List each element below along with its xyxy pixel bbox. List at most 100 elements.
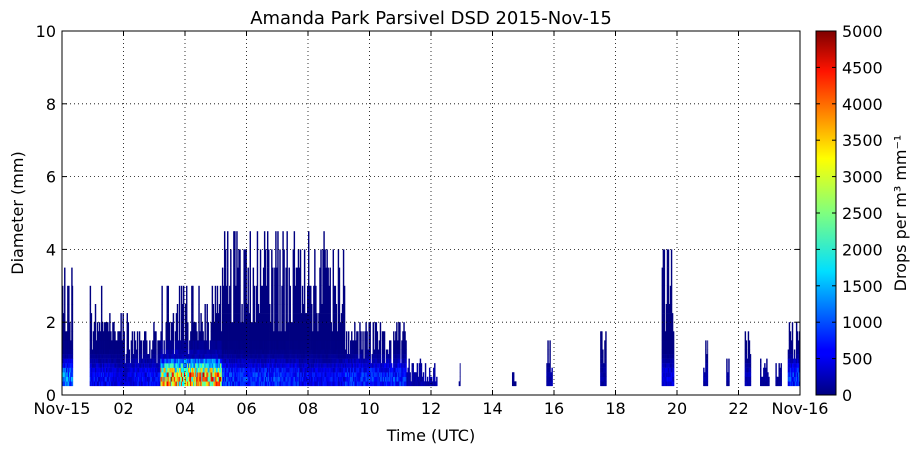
heatmap-cell xyxy=(551,381,552,386)
heatmap-cell xyxy=(239,286,240,304)
heatmap-cell xyxy=(72,372,73,377)
heatmap-cell xyxy=(254,286,255,304)
heatmap-cell xyxy=(393,331,394,340)
heatmap-cell xyxy=(351,331,352,340)
heatmap-cell xyxy=(109,313,110,322)
colorbar-tick-label: 3000 xyxy=(842,168,883,187)
heatmap-cell xyxy=(269,304,270,313)
heatmap-cell xyxy=(767,372,768,377)
heatmap-cell xyxy=(664,286,665,304)
heatmap-cell xyxy=(279,304,280,313)
heatmap-cell xyxy=(124,340,125,349)
heatmap-cell xyxy=(750,354,751,359)
colorbar-tick-label: 3500 xyxy=(842,131,883,150)
heatmap-cell xyxy=(605,359,606,364)
heatmap-cell xyxy=(664,304,665,313)
heatmap-cell xyxy=(746,340,747,349)
heatmap-cell xyxy=(605,372,606,377)
heatmap-cell xyxy=(673,363,674,368)
heatmap-cell xyxy=(239,268,240,286)
heatmap-cell xyxy=(220,322,221,331)
heatmap-cell xyxy=(290,286,291,304)
heatmap-cell xyxy=(746,354,747,359)
heatmap-cell xyxy=(601,331,602,340)
x-tick-label: 16 xyxy=(544,399,564,418)
heatmap-cell xyxy=(766,368,767,373)
heatmap-cell xyxy=(137,354,138,359)
heatmap-cell xyxy=(380,359,381,364)
heatmap-cell xyxy=(311,322,312,331)
heatmap-cell xyxy=(264,231,265,249)
heatmap-cell xyxy=(109,322,110,331)
heatmap-cell xyxy=(792,340,793,349)
heatmap-cell xyxy=(220,304,221,313)
heatmap-cell xyxy=(250,249,251,267)
heatmap-cell xyxy=(91,322,92,331)
heatmap-cell xyxy=(726,363,727,368)
heatmap-cell xyxy=(179,304,180,313)
heatmap-cell xyxy=(728,368,729,373)
heatmap-cell xyxy=(271,249,272,267)
heatmap-cell xyxy=(409,377,410,382)
heatmap-cell xyxy=(97,322,98,331)
colorbar-tick-label: 5000 xyxy=(842,22,883,41)
heatmap-cell xyxy=(344,286,345,304)
heatmap-cell xyxy=(605,377,606,382)
heatmap-cell xyxy=(215,286,216,304)
heatmap-cell xyxy=(192,286,193,304)
heatmap-cell xyxy=(64,268,65,286)
heatmap-cell xyxy=(128,340,129,349)
heatmap-cell xyxy=(327,268,328,286)
heatmap-cell xyxy=(267,231,268,249)
y-tick-label: 6 xyxy=(46,168,56,187)
heatmap-cell xyxy=(208,322,209,331)
heatmap-cell xyxy=(177,313,178,322)
heatmap-cell xyxy=(69,322,70,331)
heatmap-cell xyxy=(91,340,92,349)
heatmap-cell xyxy=(179,331,180,340)
heatmap-cell xyxy=(245,249,246,267)
heatmap-cell xyxy=(348,331,349,340)
heatmap-cell xyxy=(760,368,761,373)
heatmap-cell xyxy=(760,372,761,377)
heatmap-cell xyxy=(789,322,790,331)
heatmap-cell xyxy=(673,372,674,377)
heatmap-cell xyxy=(72,304,73,313)
heatmap-cell xyxy=(750,368,751,373)
heatmap-cell xyxy=(664,268,665,286)
heatmap-cell xyxy=(277,249,278,267)
heatmap-cell xyxy=(370,340,371,349)
heatmap-cell xyxy=(279,286,280,304)
colorbar-tick-label: 2000 xyxy=(842,240,883,259)
heatmap-cell xyxy=(775,372,776,377)
heatmap-cell xyxy=(107,322,108,331)
heatmap-cell xyxy=(330,313,331,322)
heatmap-cell xyxy=(671,304,672,313)
heatmap-cell xyxy=(300,268,301,286)
heatmap-cell xyxy=(390,354,391,359)
heatmap-cell xyxy=(258,304,259,313)
heatmap-cell xyxy=(204,313,205,322)
heatmap-cell xyxy=(602,354,603,359)
y-tick-label: 2 xyxy=(46,313,56,332)
heatmap-cell xyxy=(425,368,426,373)
heatmap-cell xyxy=(72,359,73,364)
heatmap-cell xyxy=(146,340,147,349)
heatmap-cell xyxy=(95,331,96,340)
heatmap-cell xyxy=(377,331,378,340)
heatmap-cell xyxy=(272,313,273,322)
heatmap-cell xyxy=(187,331,188,340)
heatmap-cell xyxy=(72,381,73,386)
heatmap-cell xyxy=(605,331,606,340)
heatmap-cell xyxy=(362,331,363,340)
heatmap-cell xyxy=(705,350,706,355)
heatmap-cell xyxy=(257,231,258,249)
heatmap-cell xyxy=(384,340,385,349)
heatmap-cell xyxy=(792,322,793,331)
heatmap-cell xyxy=(294,249,295,267)
heatmap-cell xyxy=(380,354,381,359)
heatmap-cell xyxy=(346,331,347,340)
heatmap-cell xyxy=(168,286,169,304)
heatmap-cell xyxy=(671,268,672,286)
heatmap-cell xyxy=(373,340,374,349)
